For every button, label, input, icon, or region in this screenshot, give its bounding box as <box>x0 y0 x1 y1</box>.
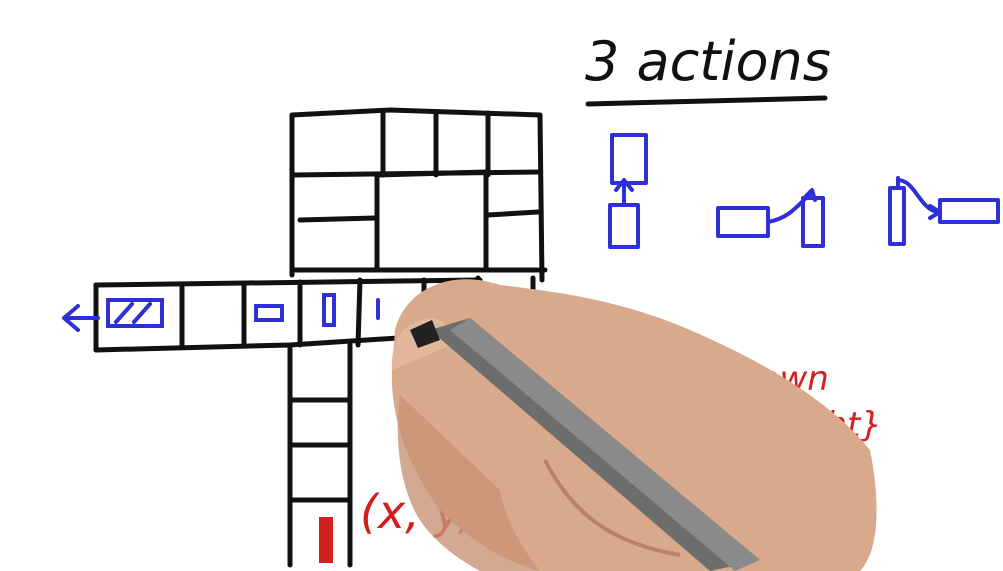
hand-icon <box>391 279 877 571</box>
car-icon <box>254 304 284 322</box>
title-underline <box>585 95 828 107</box>
action-turn-left <box>716 188 825 248</box>
action-diagrams <box>608 133 1000 249</box>
blue-car-sequence <box>62 293 380 332</box>
red-car <box>319 517 333 563</box>
left-arrow-icon <box>62 304 100 332</box>
action-turn-right <box>888 176 1000 246</box>
car-icon <box>938 198 1000 224</box>
marker-pen-icon <box>410 318 760 571</box>
action-straight <box>608 133 648 249</box>
car-icon <box>608 203 640 249</box>
car-icon <box>106 298 164 328</box>
car-icon <box>801 196 825 248</box>
title-text: 3 actions <box>585 30 831 93</box>
car-icon <box>610 133 648 185</box>
car-icon <box>716 206 770 238</box>
car-icon <box>322 293 336 327</box>
car-icon <box>888 186 906 246</box>
